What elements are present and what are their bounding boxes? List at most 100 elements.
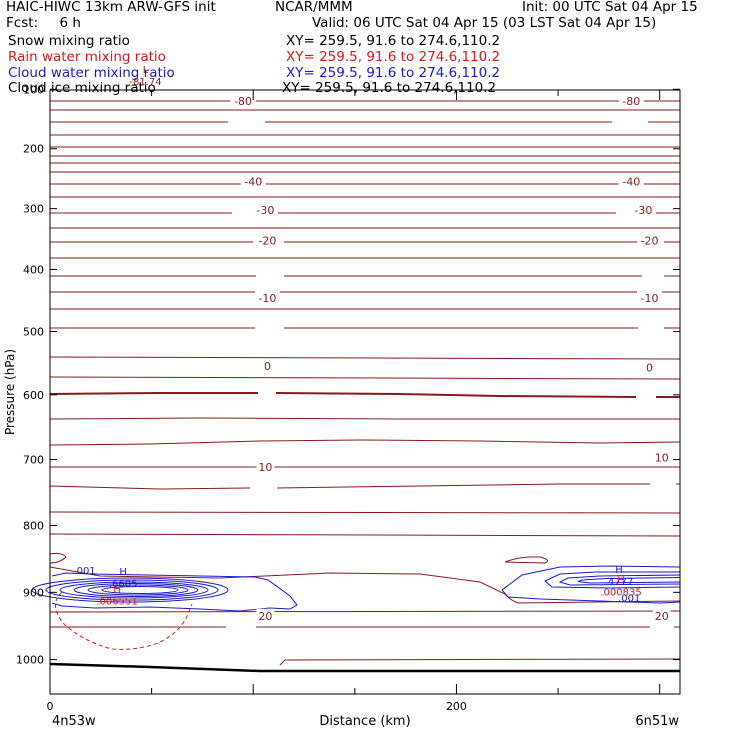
temperature-contour-label: -80 [622, 95, 640, 108]
extremum-value: .4777 [605, 577, 634, 588]
y-tick-label: 600 [23, 389, 44, 402]
x-tick-label: 200 [446, 700, 467, 713]
organization-label: NCAR/MMM [275, 0, 353, 15]
cloud-water-contour [577, 577, 681, 584]
temperature-contour [49, 610, 681, 613]
cloud-water-contour [59, 581, 209, 599]
temperature-contour-label: -20 [258, 235, 276, 248]
x-tick-label: 0 [47, 700, 54, 713]
temperature-contour [49, 511, 681, 514]
extremum-marker: L [143, 65, 149, 76]
ground-line [49, 662, 680, 673]
field-label-snow: Snow mixing ratio [8, 33, 130, 49]
temperature-contour [49, 417, 680, 420]
temperature-label-bg [256, 608, 275, 622]
temperature-contour-label: -20 [641, 235, 659, 248]
field-xy-rain: XY= 259.5, 91.6 to 274.6,110.2 [286, 49, 501, 65]
temperature-contour-label: -10 [258, 292, 276, 305]
temperature-contour-labels: -80 -80 -40 -40 -30 -30 -20 -20 -10 -10 0 0 10 10 20 20 [230, 94, 671, 623]
temperature-label-bg [652, 450, 671, 464]
y-tick-label: 1000 [16, 654, 44, 667]
plot-frame [49, 89, 681, 695]
left-endpoint-label: 4n53w [52, 714, 96, 729]
temperature-contour-label: 20 [655, 610, 669, 623]
extremum-marker: H [113, 585, 121, 596]
temperature-label-bg [252, 202, 278, 216]
cloud-water-contour [31, 577, 229, 603]
temperature-contour-label: -40 [622, 176, 640, 189]
temperature-contour-label: -30 [256, 204, 274, 217]
cloud-water-contour [51, 572, 298, 612]
y-tick-label: 300 [23, 203, 44, 216]
extremum-marker: H [615, 565, 623, 576]
temperature-contour-label: -30 [634, 204, 652, 217]
temperature-contour [49, 552, 67, 564]
temperature-label-bg [618, 94, 644, 108]
temperature-label-bg [230, 94, 256, 108]
temperature-contour-label: 0 [264, 360, 271, 373]
forecast-hour: Fcst: 6 h [6, 15, 81, 31]
temperature-contour [49, 356, 681, 360]
cloud-water-contour [73, 583, 199, 597]
temperature-label-bg [644, 360, 656, 374]
y-axis-label: Pressure (hPa) [3, 349, 17, 435]
temperature-label-bg [254, 233, 280, 247]
temperature-label-bg [618, 174, 644, 188]
temperature-label-bg [630, 202, 656, 216]
temperature-contour-zero [49, 392, 680, 398]
cloud-water-contour [544, 571, 681, 589]
temperature-contour [504, 556, 549, 564]
temperature-contour [49, 439, 681, 446]
chart-title: HAIC-HIWC 13km ARW-GFS init [6, 0, 216, 15]
cloud-water-contour [501, 565, 681, 604]
temperature-contour-label: -40 [244, 176, 262, 189]
temperature-contour-label: 10 [655, 452, 669, 465]
cloud-water-value-label: .001 [618, 594, 640, 605]
extremum-value: .000835 [600, 587, 641, 598]
rain-water-contours [55, 591, 193, 650]
cloud-water-contour [45, 579, 219, 601]
field-xy-snow: XY= 259.5, 91.6 to 274.6,110.2 [286, 33, 501, 49]
extremum-value: -81.74 [129, 77, 161, 88]
extremum-value: .006551 [96, 597, 137, 608]
temperature-contour [49, 533, 681, 537]
cloud-water-contour [101, 586, 179, 594]
right-endpoint-label: 6n51w [635, 714, 679, 729]
extremum-marker: H [617, 575, 625, 586]
cloud-water-contour [558, 574, 681, 586]
temperature-contour [279, 658, 681, 666]
temperature-contour-label: -80 [234, 95, 252, 108]
y-tick-label: 100 [23, 83, 44, 96]
y-tick-label: 500 [23, 325, 44, 338]
temperature-label-bg [652, 608, 671, 622]
cloud-water-value-labels: .001 .001 [73, 566, 640, 605]
extremum-value: .6605 [109, 579, 138, 590]
y-tick-label: 700 [23, 454, 44, 467]
y-tick-label: 800 [23, 519, 44, 532]
extremum-marker: H [119, 567, 127, 578]
y-tick-label: 900 [23, 586, 44, 599]
field-label-cloud-water: Cloud water mixing ratio [8, 65, 175, 81]
valid-time: Valid: 06 UTC Sat 04 Apr 15 (03 LST Sat … [312, 15, 657, 31]
x-axis-label: Distance (km) [319, 714, 410, 729]
init-time: Init: 00 UTC Sat 04 Apr 15 [522, 0, 698, 15]
cloud-water-contours [31, 565, 681, 612]
cloud-water-value-label: .001 [73, 566, 95, 577]
field-xy-cloud-water: XY= 259.5, 91.6 to 274.6,110.2 [286, 65, 501, 81]
temperature-contour-label: 0 [646, 361, 653, 374]
temperature-label-bg [261, 359, 273, 373]
temperature-contour [49, 483, 680, 490]
y-tick-label: 200 [23, 143, 44, 156]
y-tick-label: 400 [23, 263, 44, 276]
rain-water-contour [55, 591, 193, 650]
temperature-contour-label: 20 [258, 610, 272, 623]
temperature-contour-label: 10 [258, 461, 272, 474]
field-label-cloud-ice: Cloud ice mixing ratio [8, 80, 156, 96]
temperature-label-bg [637, 233, 663, 247]
temperature-label-bg [254, 290, 280, 304]
temperature-label-bg [256, 459, 275, 473]
temperature-label-bg [240, 174, 266, 188]
